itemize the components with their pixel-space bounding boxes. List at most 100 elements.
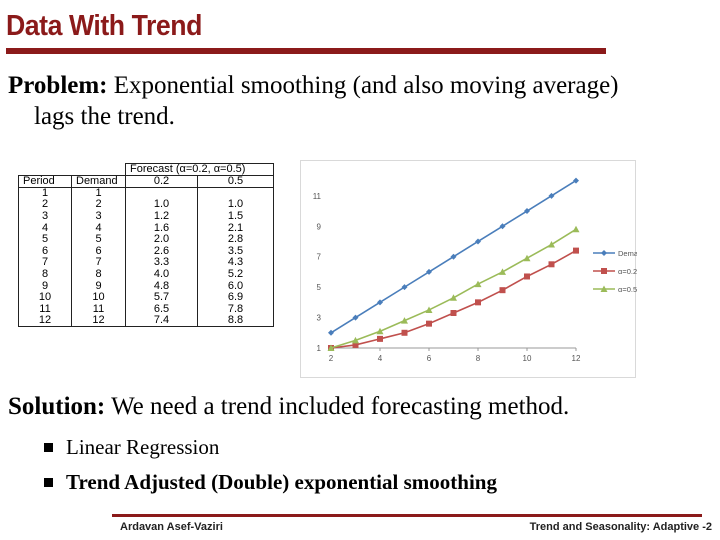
table-cell: 5.7 — [125, 292, 198, 304]
header-alpha-05: 0.5 — [197, 175, 274, 188]
table-cell: 6 — [18, 245, 72, 258]
data-point — [523, 254, 531, 262]
table-cell: 7.8 — [197, 303, 274, 316]
problem-text-line2: lags the trend. — [34, 103, 175, 130]
forecast-group-header: Forecast (α=0.2, α=0.5) — [125, 163, 274, 176]
data-point — [499, 268, 506, 275]
data-point — [499, 223, 506, 230]
table-cell: 5.2 — [197, 269, 274, 281]
table-cell: 4 — [18, 222, 72, 234]
table-cell: 9 — [71, 280, 126, 292]
data-point — [377, 299, 383, 306]
solution-bullets: Linear Regression Trend Adjusted (Double… — [44, 430, 694, 500]
table-cell: 4.3 — [197, 257, 274, 269]
square-bullet-icon — [44, 478, 53, 487]
bullet-text: Trend Adjusted (Double) exponential smoo… — [66, 470, 497, 494]
x-tick-label: 8 — [476, 354, 481, 363]
data-point — [450, 310, 457, 316]
table-cell: 4 — [71, 222, 126, 234]
x-tick-label: 6 — [427, 354, 432, 363]
table-cell: 12 — [18, 315, 72, 328]
table-cell: 6 — [71, 245, 126, 258]
data-point — [450, 253, 457, 260]
data-point — [401, 284, 408, 291]
data-point — [548, 192, 555, 199]
data-point — [426, 268, 432, 275]
bullet-item: Linear Regression — [44, 430, 694, 465]
table-row: 3 3 1.2 1.5 — [18, 211, 274, 223]
data-point — [376, 327, 384, 335]
solution-text: We need a trend included forecasting met… — [105, 393, 570, 420]
table-blank-cell — [19, 164, 72, 176]
table-row: 4 4 1.6 2.1 — [18, 222, 274, 234]
table-cell: 7 — [71, 257, 126, 269]
slide-title: Data With Trend — [6, 10, 202, 42]
square-bullet-icon — [44, 443, 53, 452]
table-cell: 7 — [18, 257, 72, 269]
y-tick-label: 1 — [317, 344, 322, 353]
legend-label: α=0.5 — [618, 285, 637, 294]
data-point — [572, 225, 580, 233]
solution-label: Solution: — [8, 393, 106, 420]
table-row: 9 9 4.8 6.0 — [18, 280, 274, 292]
table-cell: 6.9 — [197, 292, 274, 304]
y-tick-label: 5 — [317, 283, 322, 292]
table-blank-cell — [72, 164, 126, 176]
table-row: 12 12 7.4 8.8 — [18, 315, 274, 328]
table-cell: 1.0 — [125, 199, 198, 211]
header-period: Period — [18, 175, 72, 188]
table-group-header-row: Forecast (α=0.2, α=0.5) — [19, 163, 274, 176]
table-row: 5 5 2.0 2.8 — [18, 234, 274, 246]
table-cell: 2.1 — [197, 222, 274, 234]
data-point — [377, 335, 383, 342]
table-cell: 3 — [18, 211, 72, 223]
data-point — [524, 208, 530, 215]
table-cell: 5 — [18, 234, 72, 246]
table-cell: 5 — [71, 234, 126, 246]
table-cell: 2 — [18, 199, 72, 211]
x-tick-label: 2 — [329, 354, 334, 363]
table-cell: 8 — [18, 269, 72, 281]
footer-author: Ardavan Asef-Vaziri — [120, 521, 223, 533]
trend-chart: 1 3 5 7 9 11 2 4 6 8 10 12 Demand α=0.2 α=0.5 — [300, 160, 637, 378]
table-cell: 2.6 — [125, 245, 198, 258]
legend-marker — [601, 250, 607, 256]
bullet-item: Trend Adjusted (Double) exponential smoo… — [44, 465, 694, 500]
data-point — [573, 247, 579, 254]
table-cell: 4.8 — [125, 280, 198, 292]
legend-label: Demand — [618, 249, 637, 258]
table-cell: 4.0 — [125, 269, 198, 281]
table-cell: 10 — [71, 292, 126, 304]
table-cell — [125, 187, 198, 200]
data-point — [474, 280, 482, 288]
table-row: 10 10 5.7 6.9 — [18, 292, 274, 304]
table-cell: 7.4 — [125, 315, 198, 328]
data-point — [425, 306, 433, 313]
trend-chart-svg: 1 3 5 7 9 11 2 4 6 8 10 12 Demand α=0.2 α=0.5 — [313, 177, 637, 363]
bullet-text: Linear Regression — [66, 435, 220, 459]
data-point — [475, 299, 481, 306]
data-point — [401, 317, 408, 324]
data-point — [450, 294, 457, 301]
table-header-row: Period Demand 0.2 0.5 — [18, 175, 274, 188]
table-cell: 3 — [71, 211, 126, 223]
data-point — [401, 329, 408, 336]
table-cell: 2.8 — [197, 234, 274, 246]
data-point — [352, 314, 359, 321]
y-tick-label: 9 — [317, 222, 322, 231]
table-cell: 9 — [18, 280, 72, 292]
table-row: 11 11 6.5 7.8 — [18, 303, 274, 316]
data-point — [426, 320, 432, 327]
legend-marker — [600, 285, 608, 292]
data-point — [548, 241, 555, 248]
table-row: 7 7 3.3 4.3 — [18, 257, 274, 269]
table-row: 6 6 2.6 3.5 — [18, 245, 274, 258]
y-tick-label: 11 — [313, 192, 322, 201]
table-cell: 1.5 — [197, 211, 274, 223]
x-tick-label: 10 — [523, 354, 532, 363]
title-rule — [6, 48, 606, 54]
solution-statement: Solution: We need a trend included forec… — [8, 392, 708, 422]
table-cell: 3.5 — [197, 245, 274, 258]
legend-marker — [601, 268, 607, 274]
